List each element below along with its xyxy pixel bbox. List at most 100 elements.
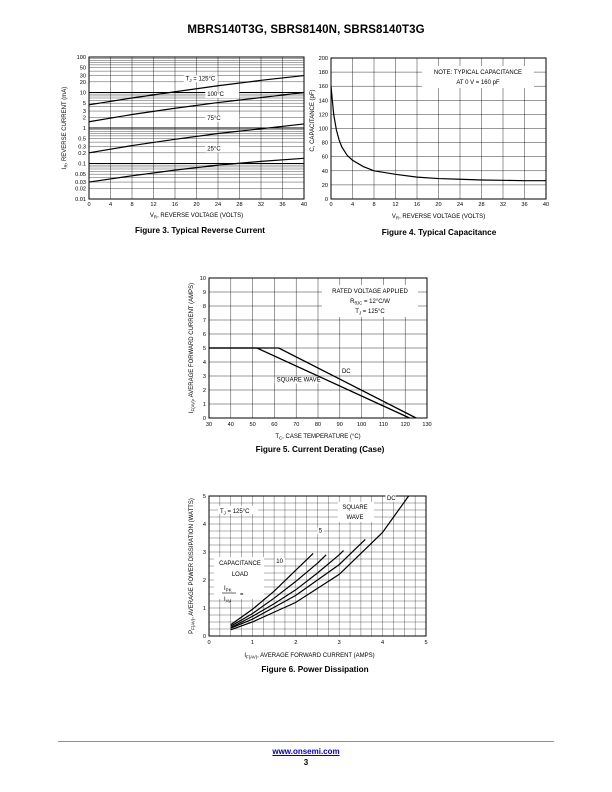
series-line-3 xyxy=(230,538,366,629)
square-wave-line-2: WAVE xyxy=(346,515,363,521)
x-tick-label: 36 xyxy=(279,202,285,208)
x-tick-label: 40 xyxy=(228,422,234,428)
y-tick-label: 0.5 xyxy=(78,137,86,143)
series-line-1 xyxy=(88,91,305,123)
y-tick-label: 160 xyxy=(319,84,328,90)
series-label-bg xyxy=(385,495,396,503)
cap-note-line-2: LOAD xyxy=(232,572,249,578)
note-bg xyxy=(422,66,534,88)
x-tick-label: 8 xyxy=(372,202,375,208)
series-label-0: DC xyxy=(342,369,351,375)
note-line-1: RATED VOLTAGE APPLIED xyxy=(332,289,408,295)
y-tick-label: 40 xyxy=(322,169,328,175)
y-tick-label: 0 xyxy=(203,416,206,422)
series-label-bg xyxy=(339,368,352,376)
x-tick-label: 4 xyxy=(351,202,354,208)
note-bg xyxy=(218,506,258,514)
cap-note-ipk: IPK xyxy=(224,586,232,593)
series-label-bg xyxy=(183,75,218,83)
series-label-bg xyxy=(247,572,258,580)
note-line-1: NOTE: TYPICAL CAPACITANCE xyxy=(434,70,522,76)
y-tick-label: 200 xyxy=(319,56,328,62)
tj-note: TJ = 125°C xyxy=(220,509,250,516)
y-tick-label: 0 xyxy=(203,634,206,640)
y-tick-label: 20 xyxy=(80,80,86,86)
x-tick-label: 120 xyxy=(401,422,410,428)
x-tick-label: 5 xyxy=(424,640,427,646)
x-tick-label: 24 xyxy=(215,202,221,208)
series-label-bg xyxy=(337,513,345,521)
y-tick-label: 140 xyxy=(319,98,328,104)
x-tick-label: 30 xyxy=(206,422,212,428)
series-label-1: 10 xyxy=(276,559,283,565)
note-bg xyxy=(322,285,418,317)
y-tick-label: 0.05 xyxy=(75,172,86,178)
y-tick-label: 0.02 xyxy=(75,186,86,192)
note-bg xyxy=(338,502,374,522)
series-label-1: SQUARE WAVE xyxy=(277,378,321,384)
x-tick-label: 110 xyxy=(379,422,388,428)
x-tick-label: 4 xyxy=(109,202,112,208)
y-tick-label: 0.03 xyxy=(75,180,86,186)
x-tick-label: 40 xyxy=(543,202,549,208)
y-tick-label: 6 xyxy=(203,332,206,338)
series-label-bg xyxy=(205,90,240,98)
series-label-2: 75°C xyxy=(207,116,221,122)
x-tick-label: 20 xyxy=(193,202,199,208)
cap-note-iav: IAV xyxy=(224,597,231,604)
footer-website-link[interactable]: www.onsemi.com xyxy=(272,747,340,756)
x-tick-label: 0 xyxy=(207,640,210,646)
footer-divider xyxy=(58,741,554,742)
y-tick-label: 10 xyxy=(200,276,206,282)
y-tick-label: 0.01 xyxy=(75,197,86,203)
y-tick-label: 0.1 xyxy=(78,162,86,168)
y-tick-label: 100 xyxy=(77,55,86,61)
y-tick-label: 80 xyxy=(322,141,328,147)
series-label-0: TJ = 125°C xyxy=(186,76,216,83)
y-tick-label: 3 xyxy=(203,550,206,556)
y-tick-label: 7 xyxy=(203,318,206,324)
y-tick-label: 180 xyxy=(319,70,328,76)
series-label-4: DC xyxy=(387,496,396,502)
series-label-2: 5 xyxy=(319,528,323,534)
y-tick-label: 1 xyxy=(203,402,206,408)
figure-5-caption: Figure 5. Current Derating (Case) xyxy=(255,445,385,454)
plot-frame xyxy=(88,56,305,200)
y-tick-label: 4 xyxy=(203,522,206,528)
y-axis-label: IF(AV), AVERAGE FORWARD CURRENT (AMPS) xyxy=(189,283,196,413)
x-tick-label: 12 xyxy=(150,202,156,208)
plot-frame xyxy=(208,495,427,637)
x-tick-label: 16 xyxy=(414,202,420,208)
page-number: 3 xyxy=(303,758,309,767)
plot-frame xyxy=(330,57,547,200)
y-tick-label: 100 xyxy=(319,127,328,133)
x-tick-label: 4 xyxy=(381,640,384,646)
y-tick-label: 5 xyxy=(83,101,86,107)
y-tick-label: 0 xyxy=(325,197,328,203)
series-line-1 xyxy=(230,554,327,627)
series-label-bg xyxy=(274,376,319,384)
x-tick-label: 28 xyxy=(478,202,484,208)
y-tick-label: 3 xyxy=(83,109,86,115)
note-line-3: TJ = 125°C xyxy=(355,309,385,316)
square-wave-line-1: SQUARE xyxy=(342,505,367,511)
x-axis-label: IF(AV), AVERAGE FORWARD CURRENT (AMPS) xyxy=(244,653,374,660)
x-tick-label: 100 xyxy=(357,422,366,428)
page-header-title: MBRS140T3G, SBRS8140N, SBRS8140T3G xyxy=(187,24,425,36)
x-tick-label: 80 xyxy=(315,422,321,428)
y-tick-label: 1 xyxy=(203,606,206,612)
y-tick-label: 9 xyxy=(203,290,206,296)
x-axis-label: VR, REVERSE VOLTAGE (VOLTS) xyxy=(150,213,243,220)
note-bg xyxy=(214,557,264,599)
y-tick-label: 60 xyxy=(322,155,328,161)
x-tick-label: 70 xyxy=(293,422,299,428)
x-tick-label: 32 xyxy=(258,202,264,208)
y-tick-label: 10 xyxy=(80,91,86,97)
x-axis-label: TC, CASE TEMPERATURE (°C) xyxy=(275,434,360,441)
figure-4-caption: Figure 4. Typical Capacitance xyxy=(381,228,497,237)
series-label-1: 100°C xyxy=(207,92,224,98)
y-axis-label: PF(AV), AVERAGE POWER DISSIPATION (WATTS… xyxy=(189,498,196,634)
y-tick-label: 2 xyxy=(203,388,206,394)
figure-3-caption: Figure 3. Typical Reverse Current xyxy=(135,226,265,235)
note-line-2: AT 0 V = 160 pF xyxy=(456,80,500,86)
